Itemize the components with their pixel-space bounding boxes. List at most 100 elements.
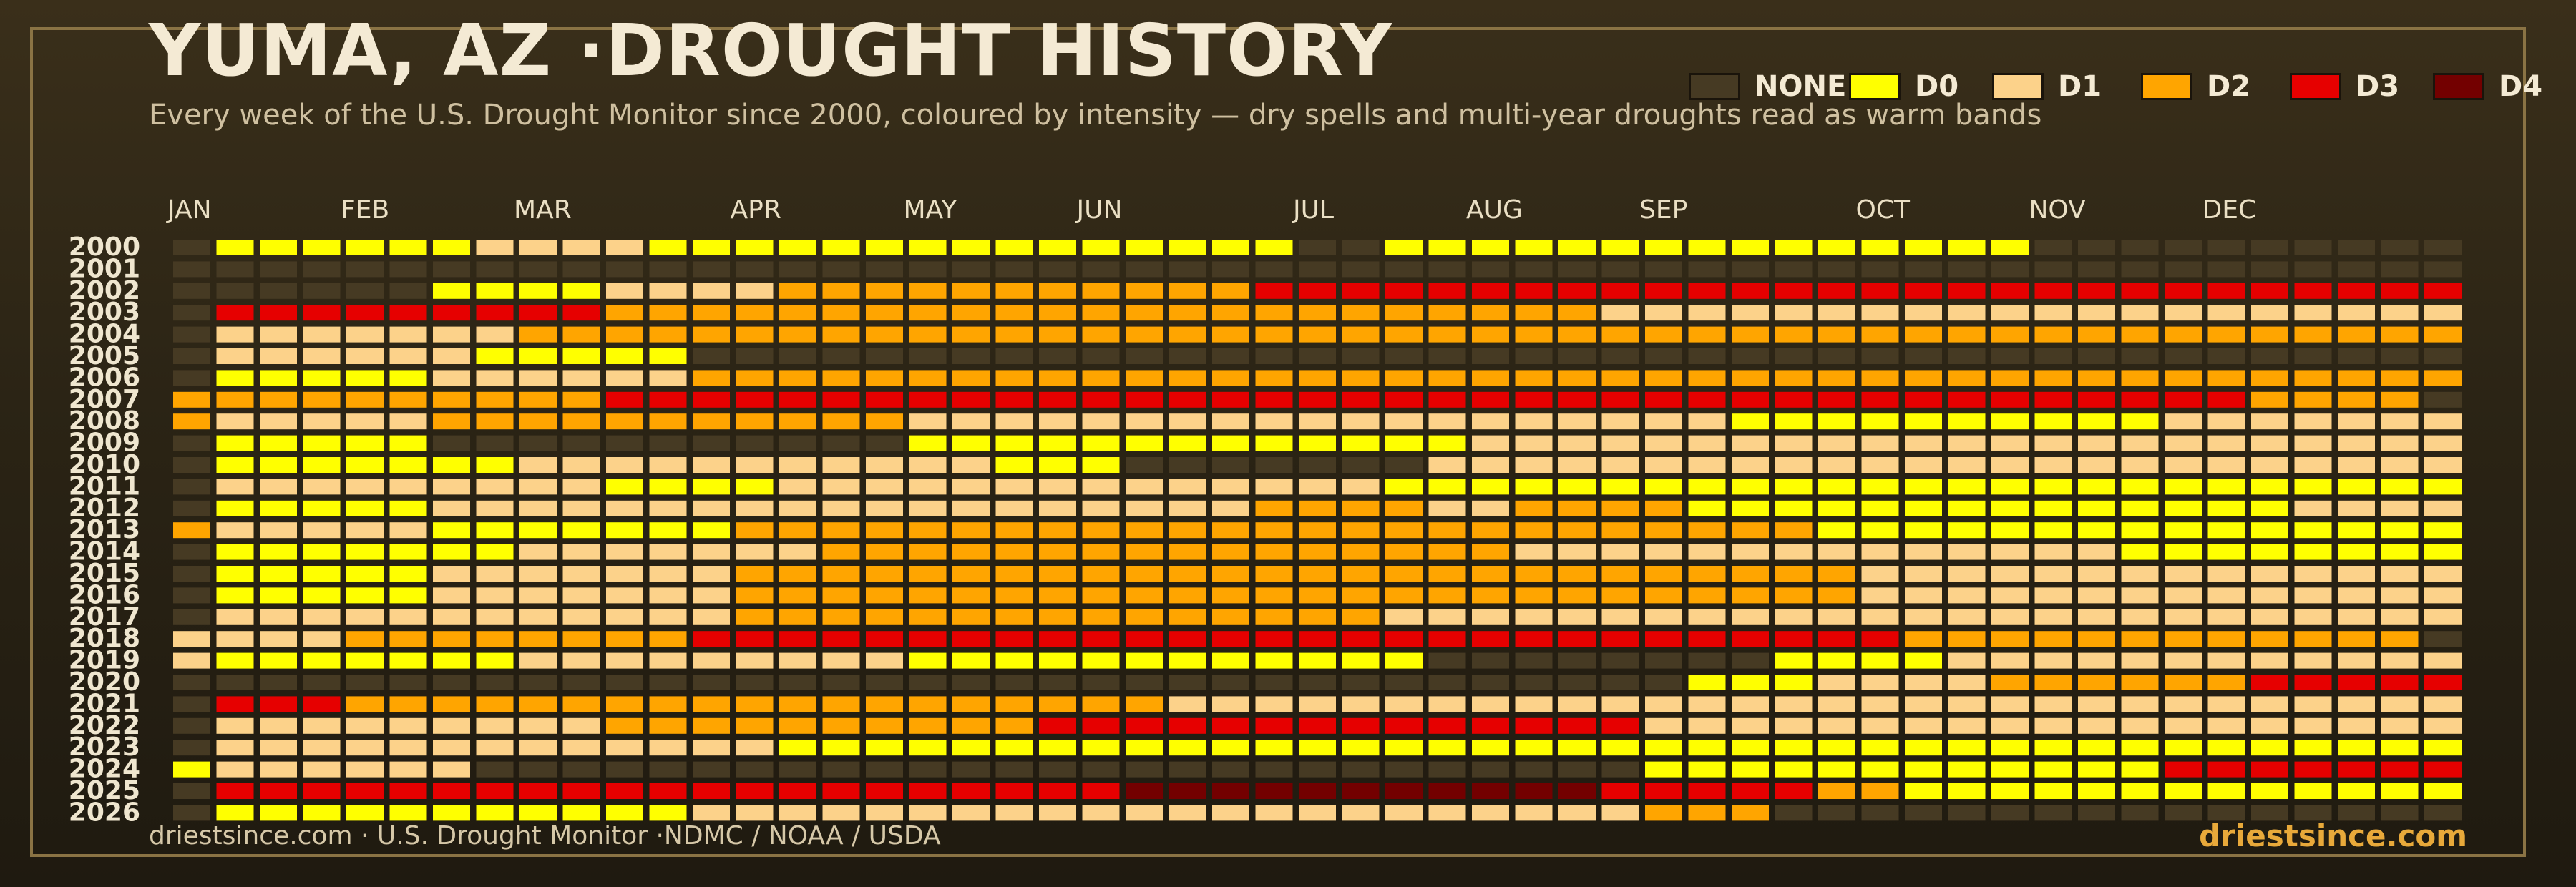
year-label: 2012 xyxy=(69,494,140,523)
week-cell xyxy=(346,435,384,451)
week-cell xyxy=(2078,566,2115,582)
week-cell xyxy=(2207,609,2245,625)
week-cell xyxy=(1991,305,2029,321)
week-cell xyxy=(649,805,687,821)
month-label: MAR xyxy=(514,195,572,225)
week-cell xyxy=(2078,500,2115,516)
week-cell xyxy=(519,391,557,408)
week-cell xyxy=(1255,391,1293,408)
week-cell xyxy=(1558,522,1596,539)
week-cell xyxy=(1601,348,1639,364)
week-cell xyxy=(2207,566,2245,582)
week-cell xyxy=(519,652,557,669)
week-cell xyxy=(476,652,514,669)
week-cell xyxy=(1385,740,1423,756)
week-cell xyxy=(2251,652,2288,669)
week-cell xyxy=(2165,326,2202,343)
week-cell xyxy=(1948,566,1986,582)
week-cell xyxy=(1039,326,1076,343)
week-cell xyxy=(476,457,514,473)
brand-link[interactable]: driestsince.com xyxy=(2199,818,2467,853)
week-cell xyxy=(1385,544,1423,560)
week-cell xyxy=(1645,783,1682,799)
week-cell xyxy=(562,805,600,821)
week-cell xyxy=(693,544,730,560)
week-cell xyxy=(606,696,643,712)
week-cell xyxy=(866,696,903,712)
week-cell xyxy=(2121,652,2159,669)
week-cell xyxy=(1775,391,1813,408)
week-cell xyxy=(1169,631,1206,647)
week-cell xyxy=(1472,783,1509,799)
week-cell xyxy=(346,544,384,560)
week-cell xyxy=(2424,305,2462,321)
week-cell xyxy=(519,348,557,364)
week-cell xyxy=(1645,348,1682,364)
week-cell xyxy=(1255,609,1293,625)
week-cell xyxy=(866,457,903,473)
week-cell xyxy=(995,479,1033,495)
week-cell xyxy=(1385,479,1423,495)
week-cell xyxy=(1169,609,1206,625)
week-cell xyxy=(476,805,514,821)
week-cell xyxy=(1342,544,1380,560)
week-cell xyxy=(476,717,514,734)
week-cell xyxy=(952,587,990,604)
week-cell xyxy=(995,500,1033,516)
week-cell xyxy=(562,740,600,756)
week-cell xyxy=(736,631,774,647)
week-cell xyxy=(1212,675,1249,690)
week-cell xyxy=(2424,283,2462,299)
year-label: 2005 xyxy=(69,341,140,371)
week-cell xyxy=(173,457,210,473)
week-cell xyxy=(909,544,947,560)
week-cell xyxy=(866,609,903,625)
week-cell xyxy=(1472,370,1509,386)
week-cell xyxy=(736,805,774,821)
week-cell xyxy=(1169,783,1206,799)
week-cell xyxy=(693,717,730,734)
week-cell xyxy=(1126,717,1163,734)
week-cell xyxy=(693,609,730,625)
week-cell xyxy=(866,587,903,604)
week-cell xyxy=(1385,500,1423,516)
week-cell xyxy=(1818,587,1855,604)
week-cell xyxy=(822,500,860,516)
week-cell xyxy=(1558,740,1596,756)
week-cell xyxy=(2294,283,2332,299)
week-cell xyxy=(1472,740,1509,756)
year-label: 2018 xyxy=(69,624,140,653)
week-cell xyxy=(649,566,687,582)
week-cell xyxy=(1472,566,1509,582)
week-cell xyxy=(2424,740,2462,756)
week-cell xyxy=(216,413,254,430)
week-cell xyxy=(1385,717,1423,734)
week-cell xyxy=(1039,240,1076,255)
week-cell xyxy=(909,457,947,473)
year-label: 2000 xyxy=(69,232,140,262)
week-cell xyxy=(346,761,384,778)
week-cell xyxy=(1601,805,1639,821)
week-cell xyxy=(173,348,210,364)
week-cell xyxy=(1861,435,1899,451)
week-cell xyxy=(1688,348,1726,364)
week-cell xyxy=(1515,370,1553,386)
week-cell xyxy=(1299,566,1336,582)
legend-swatch xyxy=(2290,73,2341,100)
week-cell xyxy=(173,413,210,430)
week-cell xyxy=(1688,479,1726,495)
week-cell xyxy=(822,761,860,778)
week-cell xyxy=(346,500,384,516)
week-cell xyxy=(1948,283,1986,299)
week-cell xyxy=(303,740,341,756)
week-cell xyxy=(1688,631,1726,647)
week-cell xyxy=(260,675,297,690)
week-cell xyxy=(866,391,903,408)
week-cell xyxy=(1861,283,1899,299)
year-label: 2009 xyxy=(69,428,140,458)
week-cell xyxy=(2381,609,2419,625)
legend-swatch xyxy=(2433,73,2484,100)
week-cell xyxy=(1991,544,2029,560)
week-cell xyxy=(1082,479,1120,495)
week-cell xyxy=(2207,500,2245,516)
